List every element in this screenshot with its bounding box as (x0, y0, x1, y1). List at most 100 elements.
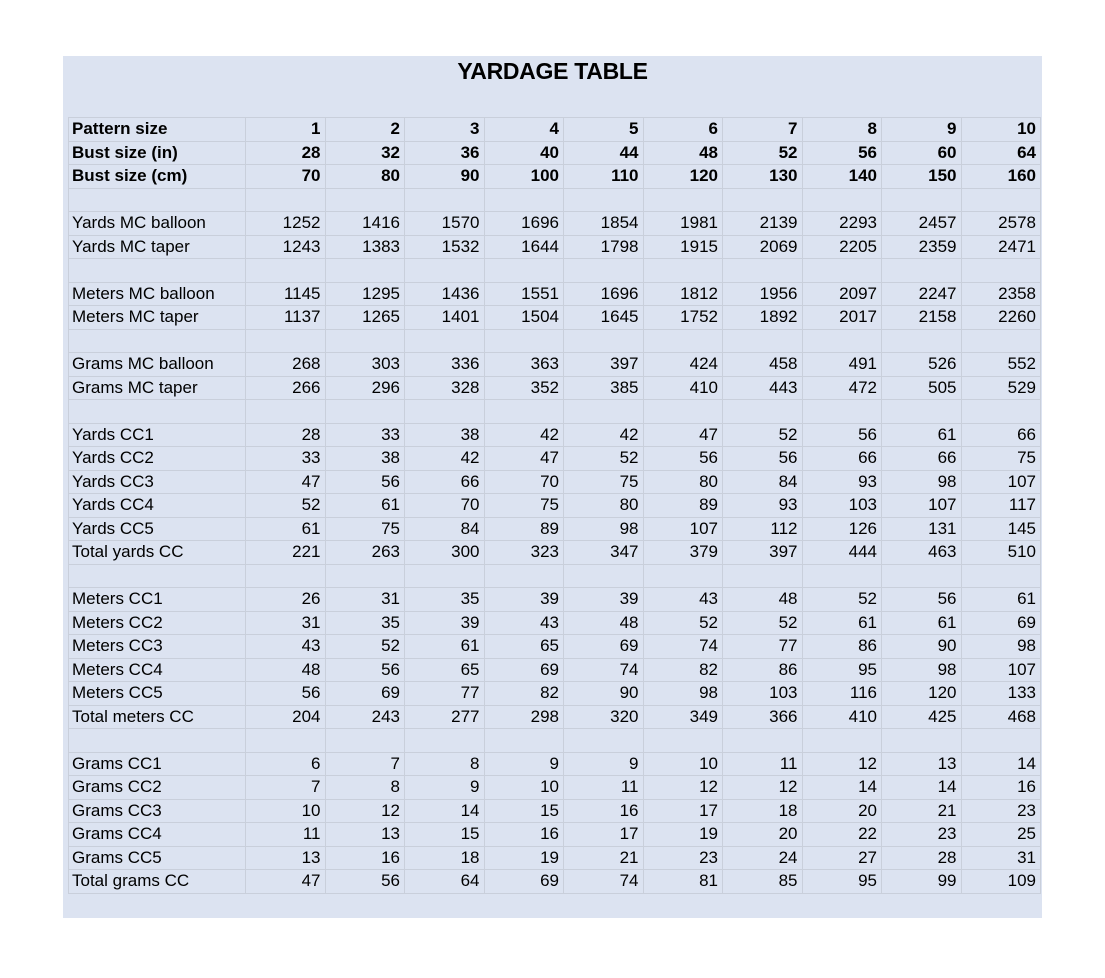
table-cell: 52 (722, 140, 803, 165)
table-cell: 323 (483, 540, 564, 565)
empty-cell (324, 399, 405, 424)
table-cell: 69 (324, 681, 405, 706)
row-label: Pattern size (68, 117, 246, 142)
table-cell: 52 (563, 446, 644, 471)
row-label: Meters CC1 (68, 587, 246, 612)
empty-cell (801, 563, 882, 588)
empty-cell (960, 187, 1041, 212)
table-cell: 13 (245, 845, 326, 870)
table-row: Meters CC5 56 69 77 82 90 98 103 116 120 133 (68, 681, 1041, 706)
table-cell: 75 (324, 516, 405, 541)
table-cell: 10 (960, 117, 1041, 142)
table-cell: 93 (722, 493, 803, 518)
table-cell: 14 (801, 775, 882, 800)
table-cell: 61 (881, 422, 962, 447)
table-cell: 35 (404, 587, 485, 612)
table-cell: 95 (801, 869, 882, 894)
table-cell: 5 (563, 117, 644, 142)
table-cell: 82 (483, 681, 564, 706)
table-cell: 21 (881, 798, 962, 823)
table-cell: 93 (801, 469, 882, 494)
table-cell: 15 (483, 798, 564, 823)
table-cell: 23 (960, 798, 1041, 823)
table-cell: 204 (245, 704, 326, 729)
table-cell: 56 (324, 657, 405, 682)
table-cell: 52 (722, 610, 803, 635)
table-cell: 9 (404, 775, 485, 800)
table-cell: 98 (881, 657, 962, 682)
row-label: Meters CC2 (68, 610, 246, 635)
row-label: Meters MC taper (68, 305, 246, 330)
table-cell: 300 (404, 540, 485, 565)
table-cell: 13 (324, 822, 405, 847)
table-cell: 12 (324, 798, 405, 823)
table-cell: 458 (722, 352, 803, 377)
table-cell: 28 (881, 845, 962, 870)
table-row: Meters MC balloon 1145 1295 1436 1551 1696 181… (68, 281, 1041, 306)
table-cell: 468 (960, 704, 1041, 729)
empty-cell (960, 563, 1041, 588)
table-cell: 70 (404, 493, 485, 518)
table-cell: 347 (563, 540, 644, 565)
table-cell: 10 (245, 798, 326, 823)
spacer-row (68, 728, 1041, 753)
table-cell: 424 (642, 352, 723, 377)
table-row: Yards MC balloon 1252 1416 1570 1696 1854 1981… (68, 211, 1041, 236)
table-cell: 26 (245, 587, 326, 612)
table-cell: 2471 (960, 234, 1041, 259)
spacer-row (68, 258, 1041, 283)
row-label: Meters MC balloon (68, 281, 246, 306)
table-cell: 48 (642, 140, 723, 165)
empty-cell (642, 728, 723, 753)
table-cell: 112 (722, 516, 803, 541)
table-cell: 8 (324, 775, 405, 800)
empty-cell (881, 399, 962, 424)
table-cell: 16 (960, 775, 1041, 800)
header-row: Pattern size 1 2 3 4 5 6 7 8 9 10 (68, 117, 1041, 142)
table-cell: 56 (324, 869, 405, 894)
table-cell: 117 (960, 493, 1041, 518)
table-cell: 336 (404, 352, 485, 377)
table-cell: 43 (483, 610, 564, 635)
header-row: Bust size (cm) 70 80 90 100 110 120 130 140 150 16… (68, 164, 1041, 189)
table-cell: 19 (642, 822, 723, 847)
table-row: Meters CC3 43 52 61 65 69 74 77 86 90 98 (68, 634, 1041, 659)
table-cell: 160 (960, 164, 1041, 189)
table-row: Yards CC5 61 75 84 89 98 107 112 126 131 145 (68, 516, 1041, 541)
table-cell: 61 (404, 634, 485, 659)
table-cell: 28 (245, 140, 326, 165)
table-cell: 56 (801, 140, 882, 165)
table-cell: 52 (642, 610, 723, 635)
table-cell: 352 (483, 375, 564, 400)
table-cell: 95 (801, 657, 882, 682)
table-cell: 80 (324, 164, 405, 189)
table-cell: 43 (245, 634, 326, 659)
table-cell: 47 (642, 422, 723, 447)
table-cell: 69 (483, 869, 564, 894)
table-cell: 60 (881, 140, 962, 165)
table-cell: 11 (245, 822, 326, 847)
empty-cell (722, 328, 803, 353)
table-cell: 1145 (245, 281, 326, 306)
table-cell: 15 (404, 822, 485, 847)
table-row: Grams CC4 11 13 15 16 17 19 20 22 23 25 (68, 822, 1041, 847)
table-cell: 303 (324, 352, 405, 377)
empty-cell (404, 258, 485, 283)
table-cell: 1981 (642, 211, 723, 236)
table-row: Yards CC4 52 61 70 75 80 89 93 103 107 117 (68, 493, 1041, 518)
table-row: Grams CC5 13 16 18 19 21 23 24 27 28 31 (68, 845, 1041, 870)
table-cell: 98 (642, 681, 723, 706)
table-cell: 56 (642, 446, 723, 471)
table-cell: 263 (324, 540, 405, 565)
table-cell: 66 (881, 446, 962, 471)
empty-cell (722, 399, 803, 424)
table-cell: 2069 (722, 234, 803, 259)
table-cell: 12 (722, 775, 803, 800)
table-cell: 28 (245, 422, 326, 447)
table-title: YARDAGE TABLE (457, 58, 648, 84)
empty-cell (881, 187, 962, 212)
empty-cell (801, 187, 882, 212)
table-cell: 385 (563, 375, 644, 400)
table-cell: 44 (563, 140, 644, 165)
table-cell: 32 (324, 140, 405, 165)
